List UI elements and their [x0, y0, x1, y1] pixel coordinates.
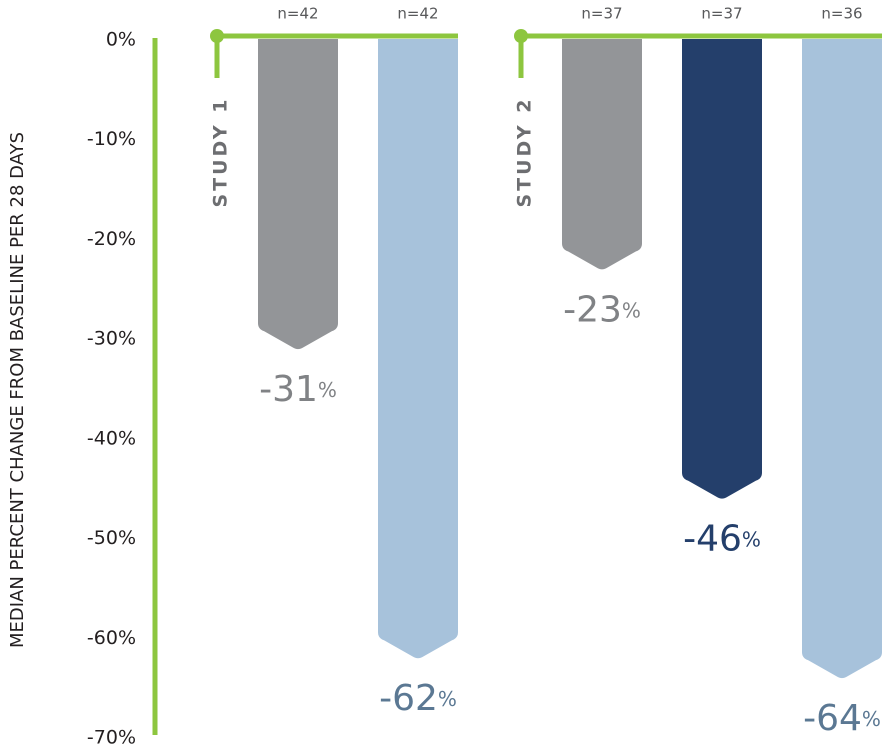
- y-tick-label: -70%: [87, 727, 136, 749]
- n-label: n=37: [701, 5, 742, 23]
- group-dot: [514, 29, 528, 43]
- y-tick-label: -40%: [87, 427, 136, 449]
- y-tick-label: -50%: [87, 527, 136, 549]
- bar: [802, 39, 882, 679]
- bar: [562, 39, 642, 270]
- n-label: n=42: [397, 5, 438, 23]
- n-label: n=36: [821, 5, 862, 23]
- value-label: -46%: [683, 519, 761, 560]
- group-label: STUDY 2: [514, 96, 536, 207]
- value-label: -23%: [563, 289, 641, 330]
- y-axis-label: MEDIAN PERCENT CHANGE FROM BASELINE PER …: [7, 132, 28, 648]
- value-label: -64%: [803, 698, 881, 739]
- bar: [682, 39, 762, 499]
- group-label: STUDY 1: [210, 96, 232, 207]
- n-label: n=42: [277, 5, 318, 23]
- group-dot: [210, 29, 224, 43]
- y-tick-label: -20%: [87, 228, 136, 250]
- value-label: -62%: [379, 678, 457, 719]
- bar: [378, 39, 458, 659]
- y-tick-label: -60%: [87, 627, 136, 649]
- y-tick-label: -30%: [87, 328, 136, 350]
- value-label: -31%: [259, 369, 337, 410]
- n-label: n=37: [581, 5, 622, 23]
- y-tick-label: 0%: [106, 29, 136, 51]
- y-tick-label: -10%: [87, 128, 136, 150]
- bar: [258, 39, 338, 350]
